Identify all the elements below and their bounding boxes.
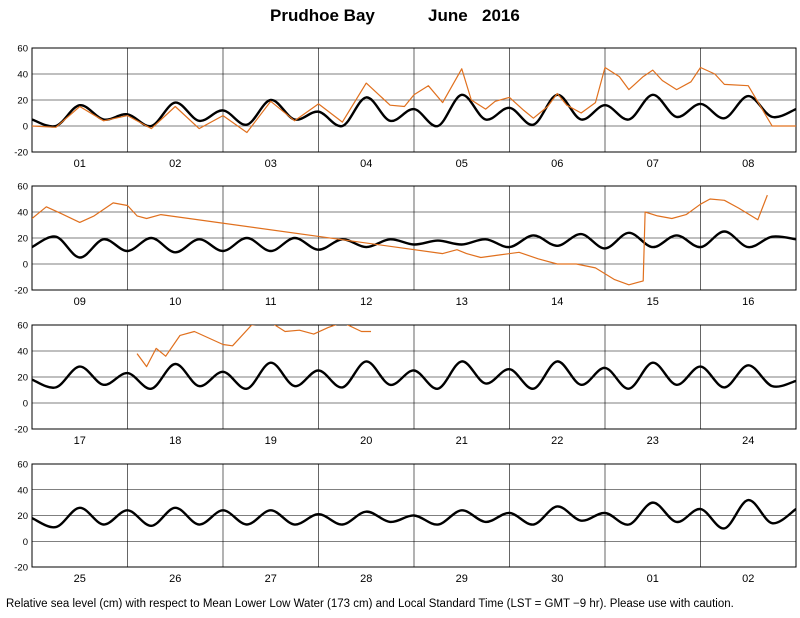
predicted-series-line	[32, 360, 796, 390]
y-tick-label: 20	[17, 373, 28, 384]
panel-frame	[31, 324, 797, 430]
day-label: 09	[74, 296, 86, 308]
day-label: 10	[169, 296, 181, 308]
y-tick-label: 60	[17, 44, 28, 55]
y-tick-label: -20	[14, 148, 28, 159]
month-label: June	[428, 6, 468, 25]
y-tick-label: 20	[17, 96, 28, 107]
day-label: 14	[551, 296, 563, 308]
y-tick-label: 60	[17, 182, 28, 193]
day-label: 27	[265, 573, 277, 585]
y-tick-label: 20	[17, 511, 28, 522]
day-label: 26	[169, 573, 181, 585]
day-label: 25	[74, 573, 86, 585]
day-label: 29	[456, 573, 468, 585]
footer-note: Relative sea level (cm) with respect to …	[6, 598, 734, 610]
y-tick-label: 40	[17, 485, 28, 496]
day-label: 23	[647, 435, 659, 447]
day-label: 04	[360, 158, 372, 170]
day-label: 05	[456, 158, 468, 170]
day-label: 02	[742, 573, 754, 585]
y-tick-label: 40	[17, 208, 28, 219]
y-tick-label: -20	[14, 563, 28, 574]
predicted-series-line	[32, 93, 796, 128]
day-label: 15	[647, 296, 659, 308]
day-label: 08	[742, 158, 754, 170]
panel-frame	[31, 463, 797, 568]
station-name: Prudhoe Bay	[270, 6, 375, 25]
day-label: 18	[169, 435, 181, 447]
predicted-series-line	[32, 498, 796, 530]
y-tick-label: 0	[23, 399, 28, 410]
y-tick-label: -20	[14, 425, 28, 436]
y-tick-label: 40	[17, 70, 28, 81]
year-label: 2016	[482, 6, 520, 25]
day-label: 06	[551, 158, 563, 170]
day-label: 01	[647, 573, 659, 585]
day-label: 13	[456, 296, 468, 308]
day-label: 17	[74, 435, 86, 447]
panel-frame	[31, 185, 797, 291]
y-tick-label: 20	[17, 234, 28, 245]
day-label: 03	[265, 158, 277, 170]
day-label: 21	[456, 435, 468, 447]
panel-frame	[31, 47, 797, 153]
y-tick-label: 60	[17, 460, 28, 471]
day-label: 16	[742, 296, 754, 308]
y-tick-label: -20	[14, 286, 28, 297]
y-tick-label: 60	[17, 321, 28, 332]
day-label: 01	[74, 158, 86, 170]
day-label: 28	[360, 573, 372, 585]
predicted-series-line	[32, 230, 796, 259]
y-tick-label: 40	[17, 347, 28, 358]
day-label: 02	[169, 158, 181, 170]
day-label: 30	[551, 573, 563, 585]
day-label: 19	[265, 435, 277, 447]
y-tick-label: 0	[23, 537, 28, 548]
y-tick-label: 0	[23, 122, 28, 133]
observed-series-line	[136, 325, 372, 368]
day-label: 07	[647, 158, 659, 170]
observed-series-line	[32, 66, 796, 134]
chart-title: Prudhoe Bay June 2016	[0, 6, 800, 28]
day-label: 11	[265, 296, 276, 308]
day-label: 24	[742, 435, 754, 447]
day-label: 22	[551, 435, 563, 447]
observed-series-line	[32, 194, 768, 286]
day-label: 20	[360, 435, 372, 447]
day-label: 12	[360, 296, 372, 308]
y-tick-label: 0	[23, 260, 28, 271]
